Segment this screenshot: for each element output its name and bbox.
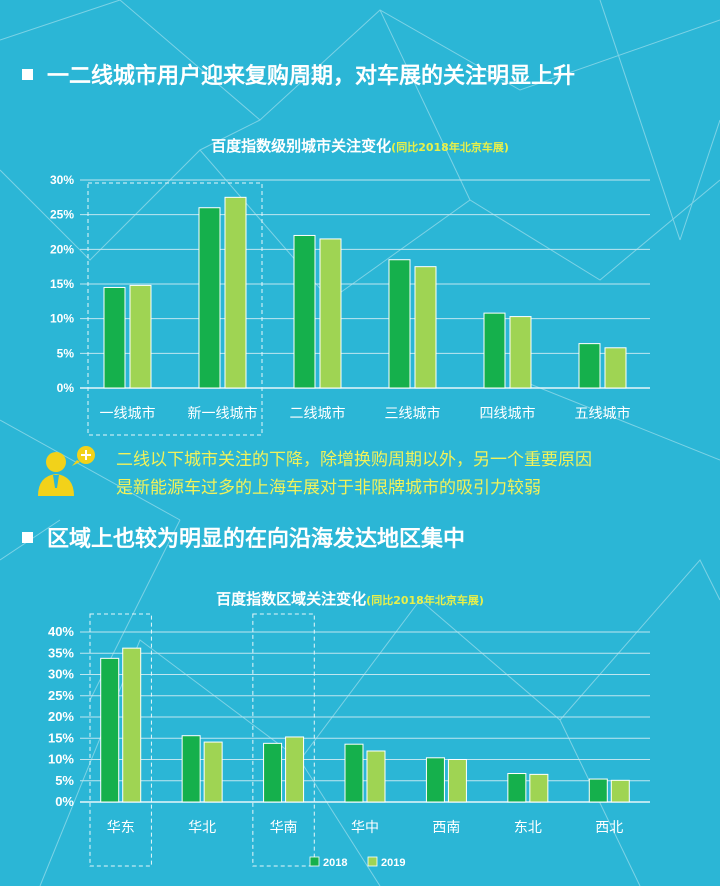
legend-label: 2019: [381, 857, 405, 869]
x-category-label: 华中: [351, 820, 379, 836]
bar-2018: [483, 312, 506, 389]
bar-2019: [224, 196, 247, 389]
bar-2019: [529, 773, 549, 803]
bar-2018: [507, 773, 527, 803]
y-tick-label: 15%: [48, 730, 74, 745]
bar-2019: [604, 347, 627, 389]
x-category-label: 东北: [514, 820, 542, 836]
bar-2019: [610, 779, 630, 803]
x-category-label: 五线城市: [575, 405, 631, 422]
bar-2019: [129, 284, 152, 389]
bar-2018: [103, 286, 126, 389]
chart1-title-text: 百度指数级别城市关注变化: [211, 137, 392, 155]
x-category-label: 三线城市: [385, 405, 441, 422]
bar-2018: [425, 757, 445, 803]
bar-2019: [203, 741, 223, 803]
bar-2018: [344, 743, 364, 803]
chart2-title: 百度指数区域关注变化(同比2018年北京车展): [0, 588, 710, 609]
heading-city-tiers-text: 一二线城市用户迎来复购周期，对车展的关注明显上升: [47, 64, 576, 89]
bar-2019: [122, 647, 142, 803]
x-category-label: 二线城市: [290, 405, 346, 422]
legend-swatch-2019: [367, 856, 378, 867]
heading-city-tiers: 一二线城市用户迎来复购周期，对车展的关注明显上升: [22, 58, 575, 90]
note-text-block: 二线以下城市关注的下降，除增换购周期以外，另一个重要原因 是新能源车过多的上海车…: [116, 446, 706, 502]
y-tick-label: 35%: [48, 645, 74, 660]
x-category-label: 四线城市: [480, 405, 536, 422]
y-tick-label: 25%: [48, 688, 74, 703]
highlight-box: [89, 613, 152, 867]
y-tick-label: 30%: [48, 667, 74, 682]
bar-2018: [588, 778, 608, 803]
bar-2018: [181, 735, 201, 803]
bar-2018: [293, 234, 316, 389]
x-category-label: 西南: [432, 820, 460, 836]
y-tick-label: 30%: [50, 173, 74, 187]
y-tick-label: 5%: [57, 346, 75, 360]
y-tick-label: 25%: [50, 208, 74, 222]
y-tick-label: 10%: [50, 312, 74, 326]
highlight-box: [252, 613, 315, 867]
chart1-title: 百度指数级别城市关注变化(同比2018年北京车展): [0, 135, 720, 156]
x-category-label: 华东: [107, 820, 135, 836]
bar-2018: [100, 657, 120, 803]
bar-2018: [198, 207, 221, 389]
bar-2019: [366, 750, 386, 803]
heading-region: 区域上也较为明显的在向沿海发达地区集中: [22, 521, 465, 553]
bar-2018: [263, 742, 283, 803]
x-category-label: 华南: [270, 820, 298, 836]
y-tick-label: 0%: [55, 794, 74, 809]
bar-2019: [414, 266, 437, 389]
bar-2018: [388, 259, 411, 389]
y-tick-label: 20%: [50, 242, 74, 256]
heading-bullet: [22, 531, 33, 543]
legend-swatch-2018: [309, 856, 320, 867]
y-tick-label: 10%: [48, 752, 74, 767]
bar-2019: [319, 238, 342, 389]
y-tick-label: 5%: [55, 773, 74, 788]
x-category-label: 华北: [188, 820, 216, 836]
bar-2018: [578, 343, 601, 389]
person-speech-icon: [38, 446, 95, 496]
y-tick-label: 40%: [48, 624, 74, 639]
chart2-title-text: 百度指数区域关注变化: [216, 590, 367, 608]
heading-region-text: 区域上也较为明显的在向沿海发达地区集中: [47, 527, 466, 552]
bar-2019: [509, 316, 532, 389]
chart1-subtitle: (同比2018年北京车展): [391, 141, 509, 154]
x-category-label: 一线城市: [100, 405, 156, 422]
city-tier-bar-chart: 0% 5% 10% 15% 20% 25% 30% 一线城市 新一线城市 二线城市 三线城市 四线城市…: [50, 173, 650, 436]
x-category-label: 西北: [595, 820, 623, 836]
x-category-label: 新一线城市: [188, 405, 258, 422]
bar-2019: [285, 736, 305, 803]
y-tick-label: 20%: [48, 709, 74, 724]
note-line-2: 是新能源车过多的上海车展对于非限牌城市的吸引力较弱: [116, 478, 541, 498]
legend-label: 2018: [323, 857, 347, 869]
y-tick-label: 0%: [57, 381, 75, 395]
heading-bullet: [22, 68, 33, 80]
note-line-1: 二线以下城市关注的下降，除增换购周期以外，另一个重要原因: [116, 450, 592, 470]
y-tick-label: 15%: [50, 277, 74, 291]
highlight-box: [87, 182, 263, 436]
bar-2019: [447, 759, 467, 803]
chart2-subtitle: (同比2018年北京车展): [366, 594, 484, 607]
